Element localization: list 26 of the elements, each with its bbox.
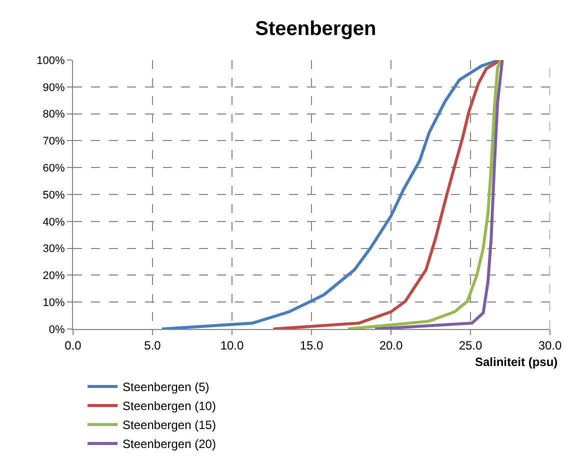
y-tick-label: 100%	[36, 54, 66, 67]
y-tick-label: 0%	[48, 324, 66, 336]
chart-title: Steenbergen	[255, 18, 376, 40]
line-series	[374, 60, 504, 329]
x-tick-label: 30.0	[538, 338, 562, 352]
x-axis-title: Saliniteit (psu)	[475, 355, 558, 369]
x-tick-label: 0.0	[64, 338, 82, 352]
legend-label: Steenbergen (10)	[122, 399, 216, 414]
legend-label: Steenbergen (15)	[122, 418, 216, 432]
y-tick-label: 60%	[42, 162, 66, 174]
y-tick-label: 80%	[42, 108, 66, 121]
y-tick-label: 10%	[42, 296, 66, 309]
x-tick-label: 20.0	[379, 338, 403, 352]
y-tick-label: 40%	[42, 216, 66, 228]
legend-label: Steenbergen (5)	[122, 380, 210, 394]
y-tick-label: 30%	[42, 243, 66, 256]
y-tick-label: 90%	[42, 82, 66, 94]
y-tick-label: 50%	[42, 189, 66, 202]
x-tick-label: 10.0	[220, 338, 244, 352]
x-tick-label: 5.0	[144, 338, 162, 352]
line-series	[346, 60, 502, 329]
legend-label: Steenbergen (20)	[122, 437, 216, 452]
x-tick-label: 25.0	[458, 338, 482, 352]
x-tick-label: 15.0	[300, 338, 324, 352]
y-tick-label: 20%	[42, 270, 66, 282]
y-tick-label: 70%	[42, 136, 66, 148]
